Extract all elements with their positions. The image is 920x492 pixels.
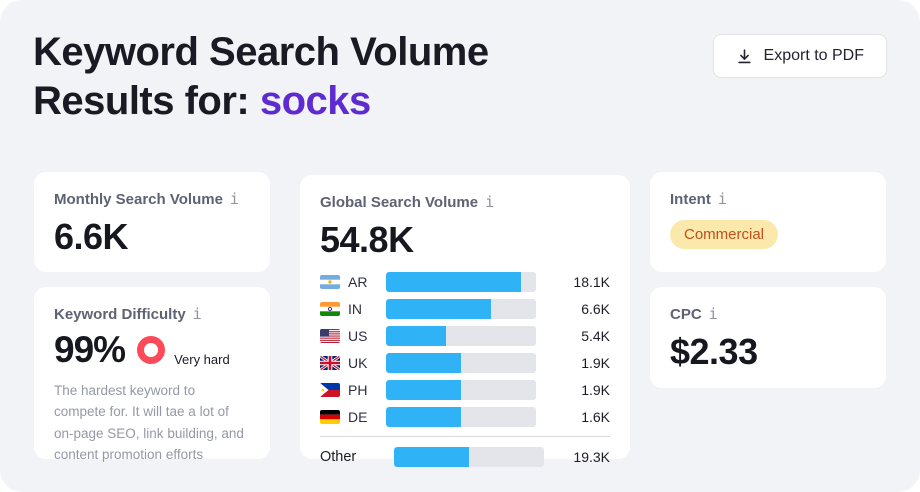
global-search-volume-card: Global Search Volume i 54.8K AR 18.1K IN 6.… (300, 175, 630, 467)
download-icon (736, 48, 753, 65)
info-icon[interactable]: i (717, 190, 727, 208)
flag-ar-icon (320, 275, 340, 289)
info-icon[interactable]: i (229, 190, 239, 208)
page-title-line2-prefix: Results for: (33, 79, 260, 123)
page-title-line1: Keyword Search Volume (33, 30, 489, 74)
country-row-other: Other 19.3K (320, 446, 610, 468)
volume-bar-fill (386, 353, 461, 373)
other-divider (320, 436, 610, 437)
country-code-label: UK (348, 355, 368, 371)
intent-card: Intent i Commercial (650, 172, 886, 272)
keyword-difficulty-card: Keyword Difficulty i 99% Very hard The h… (34, 287, 270, 462)
intent-badge: Commercial (670, 220, 779, 249)
cpc-value: $2.33 (670, 331, 758, 372)
info-icon[interactable]: i (708, 305, 718, 323)
flag-ph-icon (320, 383, 340, 397)
country-other-label: Other (320, 449, 357, 465)
country-volume-value: 19.3K (573, 449, 610, 465)
volume-bar-track (386, 299, 536, 319)
keyword-difficulty-value: 99% (54, 329, 126, 370)
volume-bar-fill (386, 272, 521, 292)
flag-uk-icon (320, 356, 340, 370)
country-code-label: PH (348, 382, 368, 398)
info-icon[interactable]: i (192, 305, 202, 323)
global-search-volume-label-row: Global Search Volume i (320, 193, 610, 211)
volume-bar-fill (386, 407, 461, 427)
keyword-difficulty-description: The hardest keyword to compete for. It w… (54, 383, 244, 462)
page-title: Keyword Search Volume Results for: socks (33, 28, 489, 126)
country-row-uk: UK 1.9K (320, 352, 610, 374)
global-search-volume-label: Global Search Volume (320, 193, 479, 211)
flag-de-icon (320, 410, 340, 424)
monthly-search-volume-label: Monthly Search Volume (54, 190, 223, 208)
country-rows: AR 18.1K IN 6.6K US 5.4K UK 1.9K PH 1.9K DE 1.6K Oth… (320, 271, 610, 468)
volume-bar-track (386, 353, 536, 373)
keyword-difficulty-rating: Very hard (174, 352, 230, 367)
keyword-highlight: socks (259, 79, 371, 123)
country-volume-value: 18.1K (573, 274, 610, 290)
country-code-label: IN (348, 301, 362, 317)
cpc-card: CPC i $2.33 (650, 287, 886, 388)
keyword-difficulty-label-row: Keyword Difficulty i (54, 305, 250, 323)
difficulty-gauge-ring-icon (137, 336, 166, 364)
volume-bar-track (386, 326, 536, 346)
volume-bar-track (386, 272, 536, 292)
country-volume-value: 5.4K (581, 328, 610, 344)
export-to-pdf-button[interactable]: Export to PDF (712, 34, 887, 78)
country-row-ar: AR 18.1K (320, 271, 610, 293)
cpc-label: CPC (670, 305, 702, 323)
monthly-search-volume-card: Monthly Search Volume i 6.6K (34, 172, 270, 272)
export-to-pdf-label: Export to PDF (763, 47, 864, 64)
intent-label: Intent (670, 190, 711, 208)
cpc-label-row: CPC i (670, 305, 866, 323)
intent-label-row: Intent i (670, 190, 866, 208)
country-code-label: AR (348, 274, 368, 290)
keyword-difficulty-value-row: 99% Very hard (54, 329, 250, 371)
country-row-ph: PH 1.9K (320, 379, 610, 401)
country-volume-value: 1.9K (581, 355, 610, 371)
volume-bar-track (386, 407, 536, 427)
country-row-us: US 5.4K (320, 325, 610, 347)
volume-bar-fill (386, 380, 461, 400)
volume-bar-fill (394, 447, 469, 467)
country-volume-value: 1.6K (581, 409, 610, 425)
volume-bar-track (386, 380, 536, 400)
global-search-volume-value: 54.8K (320, 219, 414, 260)
monthly-search-volume-value: 6.6K (54, 216, 129, 257)
country-row-de: DE 1.6K (320, 406, 610, 428)
country-row-in: IN 6.6K (320, 298, 610, 320)
volume-bar-fill (386, 299, 491, 319)
flag-us-icon (320, 329, 340, 343)
volume-bar-track (394, 447, 544, 467)
country-volume-value: 1.9K (581, 382, 610, 398)
keyword-difficulty-label: Keyword Difficulty (54, 305, 186, 323)
info-icon[interactable]: i (485, 193, 495, 211)
country-code-label: US (348, 328, 368, 344)
country-code-label: DE (348, 409, 368, 425)
flag-in-icon (320, 302, 340, 316)
monthly-search-volume-label-row: Monthly Search Volume i (54, 190, 250, 208)
volume-bar-fill (386, 326, 446, 346)
country-volume-value: 6.6K (581, 301, 610, 317)
